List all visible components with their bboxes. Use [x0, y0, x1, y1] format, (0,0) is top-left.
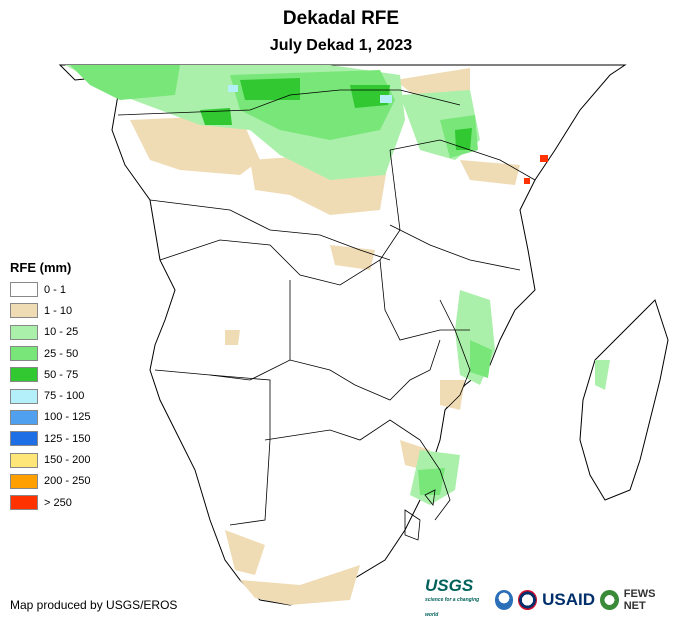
credit-text: Map produced by USGS/EROS	[10, 598, 178, 612]
map-subtitle: July Dekad 1, 2023	[269, 37, 413, 54]
legend-swatch	[10, 303, 38, 319]
legend-swatch	[10, 282, 38, 298]
usaid-logo: USAID	[542, 590, 595, 609]
legend-item: 100 - 125	[10, 407, 90, 428]
legend-item: 75 - 100	[10, 385, 90, 406]
legend: RFE (mm) 0 - 1 1 - 10 10 - 25 25 - 50 50 - 7…	[10, 260, 90, 513]
legend-swatch	[10, 346, 38, 362]
legend-label: 75 - 100	[44, 390, 85, 403]
legend-swatch	[10, 452, 38, 468]
usgs-logo: USGS science for a changing world	[425, 575, 480, 618]
legend-label: 1 - 10	[44, 304, 73, 317]
legend-item: 50 - 75	[10, 364, 90, 385]
legend-label: 0 - 1	[44, 283, 67, 296]
legend-item: 150 - 200	[10, 449, 90, 470]
noaa-logo-icon	[494, 590, 514, 610]
legend-label: 50 - 75	[44, 368, 79, 381]
legend-item: 10 - 25	[10, 322, 90, 343]
map-title: Dekadal RFE	[282, 8, 400, 29]
country-borders	[117, 89, 536, 541]
legend-item: 1 - 10	[10, 300, 90, 321]
legend-swatch	[10, 388, 38, 404]
legend-item: 125 - 150	[10, 428, 90, 449]
legend-swatch	[10, 367, 38, 383]
rainfall-1-10-zones	[130, 68, 520, 605]
logo-strip: USGS science for a changing world USAID …	[425, 577, 677, 618]
legend-item: 0 - 1	[10, 279, 90, 300]
rainfall-over-250-zones	[524, 155, 548, 184]
legend-swatch	[10, 495, 38, 511]
legend-label: 150 - 200	[44, 454, 91, 467]
legend-swatch	[10, 324, 38, 340]
legend-label: 25 - 50	[44, 347, 79, 360]
fews-net-logo: FEWS NET	[623, 588, 656, 612]
legend-swatch	[10, 409, 38, 425]
usaid-seal-icon	[518, 590, 538, 610]
legend-label: 10 - 25	[44, 326, 79, 339]
legend-title: RFE (mm)	[10, 260, 72, 275]
madagascar	[579, 299, 669, 501]
rainfall-75-100-zones	[228, 85, 392, 103]
legend-label: 125 - 150	[44, 432, 91, 445]
legend-item: 200 - 250	[10, 471, 90, 492]
legend-label: 200 - 250	[44, 475, 91, 488]
fews-net-logo-icon	[599, 590, 619, 610]
legend-label: > 250	[44, 496, 72, 509]
legend-label: 100 - 125	[44, 411, 91, 424]
legend-item: > 250	[10, 492, 90, 513]
legend-swatch	[10, 473, 38, 489]
legend-item: 25 - 50	[10, 343, 90, 364]
legend-swatch	[10, 431, 38, 447]
